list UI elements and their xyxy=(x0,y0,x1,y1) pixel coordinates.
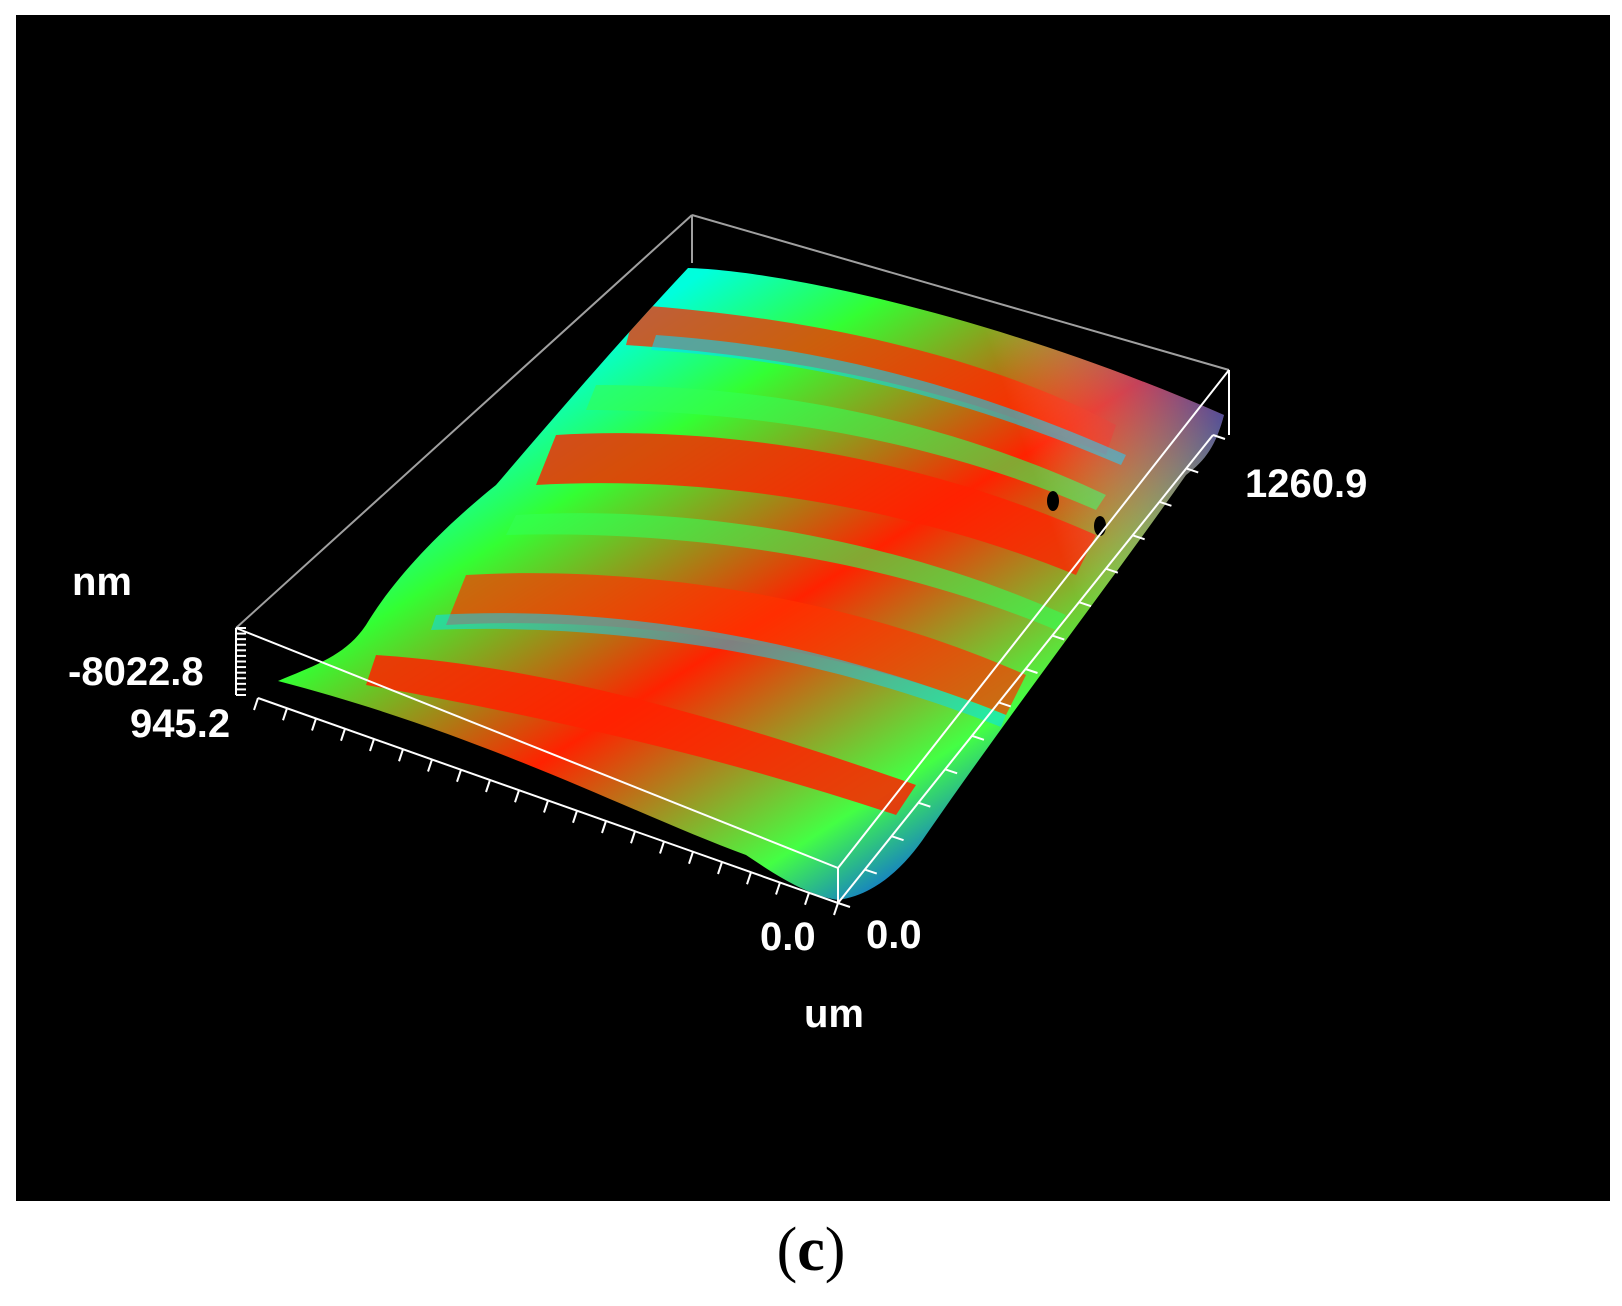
axis-tick xyxy=(601,820,607,834)
axis-tick xyxy=(369,738,375,752)
axis-tick xyxy=(514,789,520,803)
axis-tick xyxy=(918,801,931,808)
axis-tick xyxy=(1159,500,1172,507)
axis-tick xyxy=(543,800,549,813)
axis-tick xyxy=(1051,634,1065,641)
axis-tick xyxy=(456,769,462,783)
axis-tick xyxy=(659,841,665,854)
y-axis-zero-label: 0.0 xyxy=(866,913,922,957)
axis-tick xyxy=(253,697,259,711)
axis-tick xyxy=(944,768,958,775)
axis-tick xyxy=(837,902,851,908)
caption-letter: c xyxy=(797,1216,825,1284)
x-unit-label: um xyxy=(804,992,864,1036)
axis-tick xyxy=(971,734,985,741)
axis-tick xyxy=(1078,601,1092,608)
x-axis-zero-label: 0.0 xyxy=(760,915,816,959)
axis-tick xyxy=(891,835,904,842)
axis-tick xyxy=(630,830,636,844)
y-axis-max-label: 1260.9 xyxy=(1245,462,1367,506)
axis-tick xyxy=(998,701,1012,708)
axis-tick xyxy=(688,851,694,865)
surface-plot: nm -8022.8 945.2 1260.9 0.0 0.0 um xyxy=(68,214,1367,1036)
panel-caption: (c) xyxy=(0,1215,1622,1286)
box-edge xyxy=(235,214,693,629)
box-edge xyxy=(691,214,1230,371)
axis-tick xyxy=(775,882,781,895)
axis-tick xyxy=(485,779,491,793)
z-top-label: -8022.8 xyxy=(68,650,204,694)
box-edge xyxy=(235,627,839,869)
axis-tick xyxy=(311,718,317,731)
axis-tick xyxy=(1212,434,1226,440)
axis-tick xyxy=(864,868,878,875)
axis-tick xyxy=(1105,567,1119,574)
bounding-box-back xyxy=(235,214,1230,629)
surface-pit xyxy=(1047,491,1059,511)
axis-tick xyxy=(746,871,752,885)
axis-tick xyxy=(282,707,288,721)
axis-tick xyxy=(340,728,346,742)
axis-tick xyxy=(1132,534,1145,541)
y-axis-ticks xyxy=(837,434,1226,908)
axis-tick xyxy=(398,748,404,762)
axis-tick xyxy=(833,902,839,916)
surface-plot-panel: nm -8022.8 945.2 1260.9 0.0 0.0 um xyxy=(16,15,1610,1201)
axis-tick xyxy=(1025,668,1038,674)
axis-tick xyxy=(427,759,433,772)
axis-tick xyxy=(717,861,723,875)
axis-tick xyxy=(804,892,810,906)
caption-open: ( xyxy=(776,1216,798,1284)
box-edge xyxy=(837,369,1230,869)
axis-tick xyxy=(1185,467,1199,474)
z-unit-label: nm xyxy=(72,560,132,604)
x-axis-ticks xyxy=(253,697,839,916)
z-bottom-label: 945.2 xyxy=(130,702,230,746)
axis-tick xyxy=(572,810,578,824)
z-axis-ticks xyxy=(236,627,246,696)
caption-close: ) xyxy=(824,1216,846,1284)
